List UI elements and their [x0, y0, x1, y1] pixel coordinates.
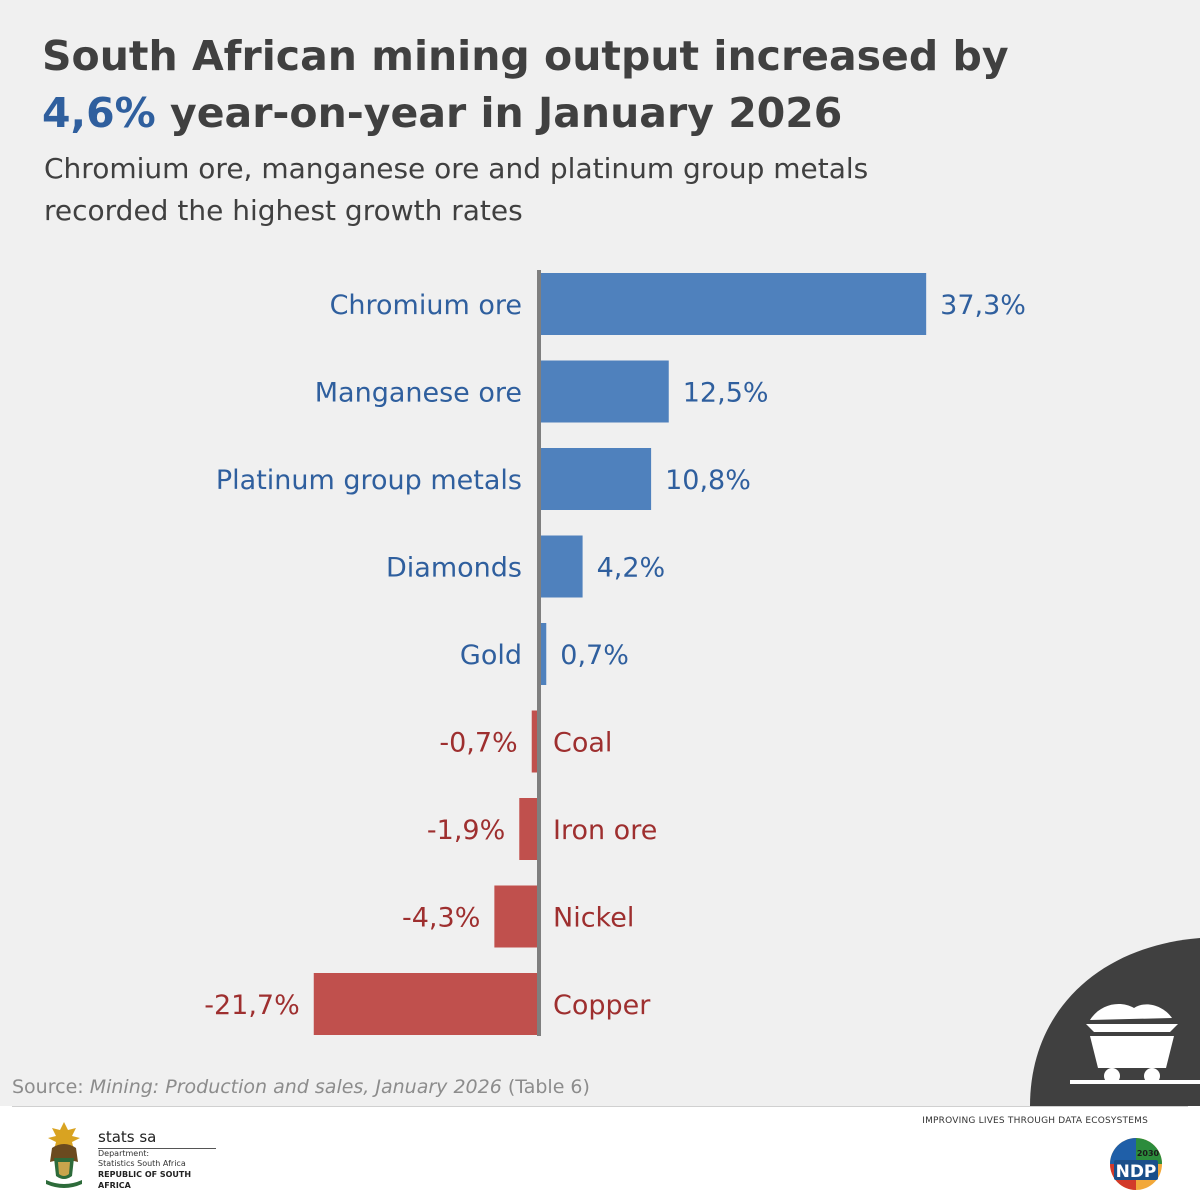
- value-label: 37,3%: [940, 290, 1026, 321]
- footer-divider: [12, 1106, 1188, 1107]
- source-publication: Mining: Production and sales, January 20…: [89, 1076, 502, 1098]
- value-label: -4,3%: [402, 903, 480, 934]
- bar-iron-ore: [519, 798, 539, 860]
- source-suffix: (Table 6): [501, 1076, 590, 1098]
- slogan: IMPROVING LIVES THROUGH DATA ECOSYSTEMS: [922, 1116, 1148, 1126]
- value-label: 0,7%: [560, 640, 629, 671]
- brand-org: Statistics South Africa: [98, 1159, 186, 1168]
- value-label: 12,5%: [683, 378, 769, 409]
- brand-department: Department:: [98, 1149, 150, 1158]
- source-prefix: Source:: [12, 1076, 90, 1098]
- bar-manganese-ore: [539, 360, 669, 423]
- category-label: Platinum group metals: [216, 465, 522, 496]
- footer: stats sa Department: Statistics South Af…: [0, 1106, 1200, 1200]
- value-label: -21,7%: [204, 990, 300, 1021]
- page-subtitle: Chromium ore, manganese ore and platinum…: [44, 152, 869, 227]
- coat-of-arms-icon: [46, 1122, 82, 1188]
- category-label: Copper: [553, 990, 651, 1021]
- value-label: 10,8%: [665, 465, 751, 496]
- bar-coal: [531, 710, 539, 773]
- category-label: Gold: [460, 640, 522, 671]
- bar-copper: [313, 973, 539, 1035]
- ndp-year: 2030: [1137, 1149, 1160, 1158]
- category-label: Chromium ore: [330, 290, 522, 321]
- bar-nickel: [494, 885, 539, 948]
- value-label: 4,2%: [597, 553, 666, 584]
- bar-gold: [539, 623, 547, 685]
- brand-name: stats sa: [98, 1128, 216, 1149]
- stats-sa-brand: stats sa Department: Statistics South Af…: [98, 1128, 216, 1191]
- category-label: Iron ore: [553, 815, 657, 846]
- title-line1: South African mining output increased by: [42, 32, 1009, 80]
- category-label: Manganese ore: [315, 378, 522, 409]
- category-label: Nickel: [553, 903, 634, 934]
- category-label: Coal: [553, 728, 612, 759]
- brand-country: REPUBLIC OF SOUTH AFRICA: [98, 1170, 192, 1190]
- ndp-label: NDP: [1116, 1162, 1157, 1182]
- title-highlight: 4,6%: [42, 89, 156, 137]
- value-label: -0,7%: [439, 728, 517, 759]
- value-label: -1,9%: [427, 815, 505, 846]
- category-label: Diamonds: [386, 553, 522, 584]
- source-note: Source: Mining: Production and sales, Ja…: [12, 1076, 590, 1098]
- bar-platinum-group-metals: [539, 448, 652, 510]
- ndp-logo-icon: NDP 2030: [1110, 1138, 1162, 1190]
- title-line2: year-on-year in January 2026: [155, 89, 843, 137]
- bar-chromium-ore: [539, 273, 927, 335]
- page-title: South African mining output increased by…: [42, 28, 1162, 142]
- bar-diamonds: [539, 535, 583, 598]
- bar-chart: Chromium ore 37,3% Manganese ore 12,5% Plati…: [204, 270, 1026, 1036]
